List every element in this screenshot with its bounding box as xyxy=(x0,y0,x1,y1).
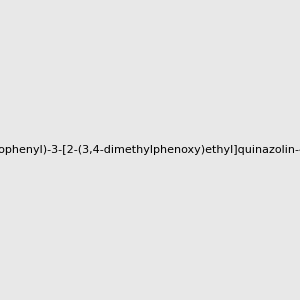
Text: 2-(4-chlorophenyl)-3-[2-(3,4-dimethylphenoxy)ethyl]quinazolin-4(3H)-one: 2-(4-chlorophenyl)-3-[2-(3,4-dimethylphe… xyxy=(0,145,300,155)
